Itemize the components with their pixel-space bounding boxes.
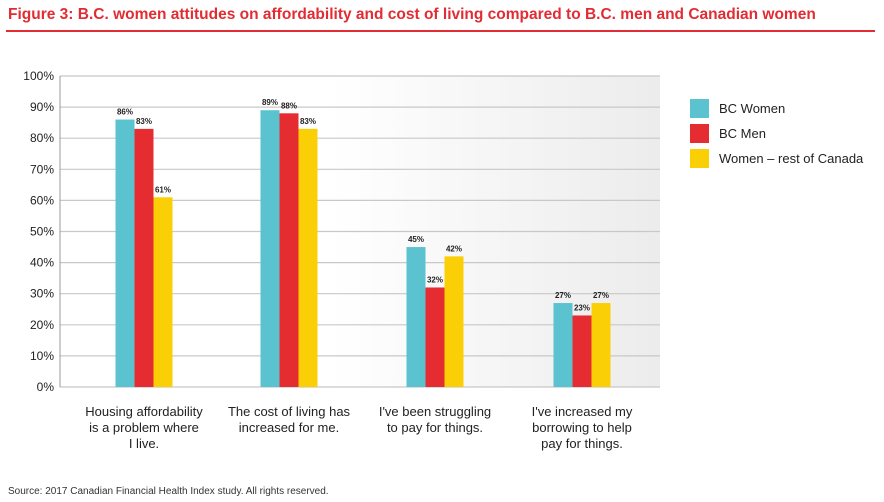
- source-note: Source: 2017 Canadian Financial Health I…: [8, 486, 329, 497]
- data-label: 27%: [593, 291, 609, 300]
- bar: [553, 303, 573, 387]
- x-tick-label: I live.: [129, 436, 159, 451]
- y-tick-label: 50%: [30, 225, 54, 239]
- title-divider: [6, 30, 875, 32]
- bar: [444, 256, 464, 387]
- legend-swatch: [690, 124, 709, 143]
- chart-title: Figure 3: B.C. women attitudes on afford…: [8, 6, 816, 23]
- bar: [134, 128, 154, 387]
- y-tick-label: 10%: [30, 349, 54, 363]
- legend-swatch: [690, 149, 709, 168]
- data-label: 61%: [155, 185, 171, 194]
- bar: [425, 287, 445, 387]
- x-tick-label: to pay for things.: [387, 420, 483, 435]
- data-label: 32%: [427, 275, 443, 284]
- data-label: 23%: [574, 303, 590, 312]
- legend-label: Women – rest of Canada: [719, 151, 864, 166]
- bar: [572, 315, 592, 387]
- y-tick-label: 0%: [37, 380, 55, 394]
- data-label: 89%: [262, 98, 278, 107]
- data-label: 88%: [281, 101, 297, 110]
- legend-label: BC Women: [719, 101, 786, 116]
- y-tick-label: 60%: [30, 193, 54, 207]
- bar: [279, 113, 299, 387]
- bar: [591, 303, 611, 387]
- bar: [115, 119, 135, 387]
- y-tick-label: 40%: [30, 256, 54, 270]
- bar: [406, 247, 426, 387]
- x-tick-label: I've been struggling: [379, 404, 491, 419]
- x-tick-label: is a problem where: [89, 420, 199, 435]
- y-tick-label: 20%: [30, 318, 54, 332]
- x-tick-label: borrowing to help: [532, 420, 632, 435]
- data-label: 27%: [555, 291, 571, 300]
- legend-item: BC Men: [690, 124, 766, 143]
- legend-item: Women – rest of Canada: [690, 149, 863, 168]
- y-tick-label: 80%: [30, 131, 54, 145]
- legend-swatch: [690, 99, 709, 118]
- data-label: 86%: [117, 108, 133, 117]
- x-tick-label: The cost of living has: [228, 404, 351, 419]
- data-label: 45%: [408, 235, 424, 244]
- y-tick-label: 90%: [30, 100, 54, 114]
- y-tick-label: 30%: [30, 287, 54, 301]
- data-label: 83%: [136, 117, 152, 126]
- data-label: 83%: [300, 117, 316, 126]
- x-tick-label: I've increased my: [532, 404, 633, 419]
- data-label: 42%: [446, 244, 462, 253]
- bar: [153, 197, 173, 387]
- x-tick-label: Housing affordability: [85, 404, 203, 419]
- x-tick-label: pay for things.: [541, 436, 623, 451]
- bar: [298, 128, 318, 387]
- bar: [260, 110, 280, 388]
- y-tick-label: 70%: [30, 162, 54, 176]
- legend-item: BC Women: [690, 99, 785, 118]
- legend-label: BC Men: [719, 126, 766, 141]
- y-tick-label: 100%: [23, 69, 54, 83]
- x-tick-label: increased for me.: [239, 420, 339, 435]
